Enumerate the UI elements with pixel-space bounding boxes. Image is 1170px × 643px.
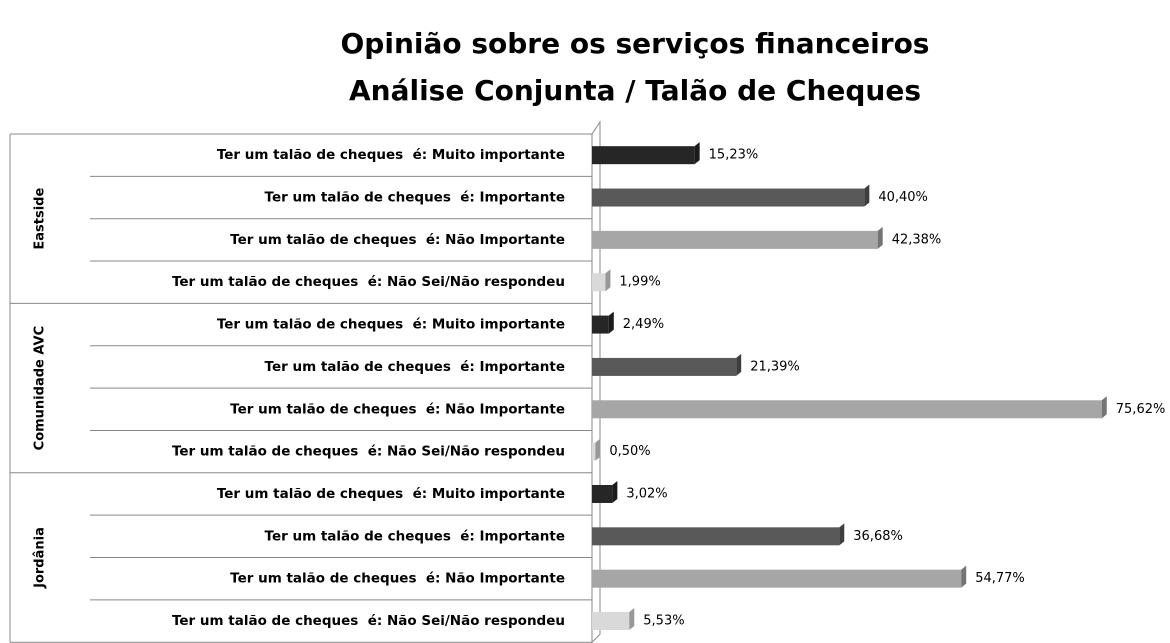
bar [592,442,596,461]
value-label: 54,77% [975,571,1025,586]
bar [592,273,606,292]
chart-subtitle: Análise Conjunta / Talão de Cheques [349,74,921,107]
value-label: 36,68% [853,529,903,544]
chart-title: Opinião sobre os serviços financeiros [341,27,930,60]
bar-side [608,311,614,334]
bar-side [595,438,601,461]
category-label: Ter um talão de cheques é: Muito importa… [217,317,565,333]
category-label: Ter um talão de cheques é: Importante [265,190,565,206]
bar [592,569,962,588]
group-label: Eastside [33,188,48,250]
value-label: 2,49% [623,317,664,332]
bar-side [612,480,618,503]
bar-side [629,608,635,631]
value-label: 15,23% [709,148,759,163]
value-label: 0,50% [609,444,650,459]
group-label: Comunidade AVC [33,326,48,451]
bar-side [736,353,742,376]
category-label: Ter um talão de cheques é: Não Important… [230,571,565,587]
category-label: Ter um talão de cheques é: Não Sei/Não r… [172,613,565,629]
category-label: Ter um talão de cheques é: Muito importa… [217,486,565,502]
bar [592,146,695,165]
bar [592,484,613,503]
bar-side [839,523,845,546]
bar [592,315,609,334]
value-label: 21,39% [750,359,800,374]
bar [592,400,1102,419]
bar-side [877,226,883,249]
value-label: 3,02% [626,486,667,501]
category-label: Ter um talão de cheques é: Não Important… [230,401,565,417]
bar-side [1101,396,1107,419]
bar [592,357,737,376]
bar [592,612,630,631]
bar-side [961,565,967,588]
bar [592,527,840,546]
group-label: Jordânia [33,527,48,589]
category-label: Ter um talão de cheques é: Importante [265,359,565,375]
bar [592,188,865,207]
category-label: Ter um talão de cheques é: Muito importa… [217,147,565,163]
category-label: Ter um talão de cheques é: Não Sei/Não r… [172,444,565,460]
bar-side [694,142,700,165]
value-label: 42,38% [892,232,942,247]
value-label: 75,62% [1116,402,1166,417]
category-label: Ter um talão de cheques é: Não Important… [230,232,565,248]
value-label: 5,53% [643,614,684,629]
bar [592,230,878,249]
value-label: 40,40% [878,190,928,205]
value-label: 1,99% [619,275,660,290]
category-label: Ter um talão de cheques é: Não Sei/Não r… [172,274,565,290]
bar-side [864,184,870,207]
category-label: Ter um talão de cheques é: Importante [265,528,565,544]
bar-side [605,269,611,292]
